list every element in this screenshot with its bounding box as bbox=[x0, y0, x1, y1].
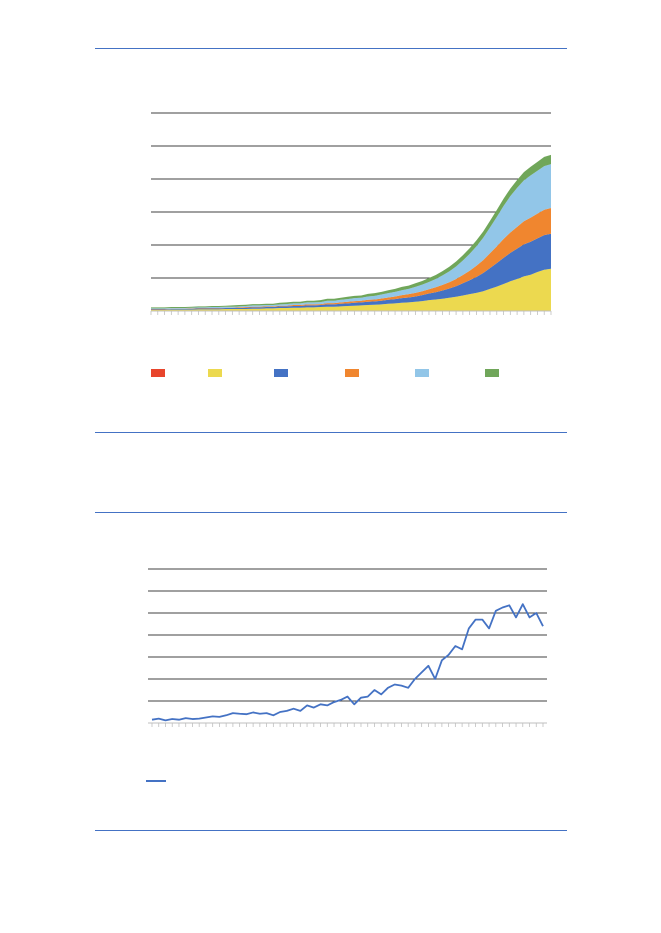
bottom-rule bbox=[95, 830, 567, 831]
legend-swatch-6 bbox=[485, 369, 499, 377]
area-series-2 bbox=[151, 268, 551, 311]
area-series-6 bbox=[151, 154, 551, 309]
legend-swatch-2 bbox=[208, 369, 222, 377]
top-rule bbox=[95, 48, 567, 49]
line-series-1 bbox=[151, 603, 544, 722]
legend-swatch-4 bbox=[345, 369, 359, 377]
area-series-3 bbox=[151, 233, 551, 311]
legend-swatch-1 bbox=[151, 369, 165, 377]
legend-swatch-3 bbox=[274, 369, 288, 377]
legend-swatch-5 bbox=[415, 369, 429, 377]
section-rule-1 bbox=[95, 432, 567, 433]
legend-line-swatch bbox=[146, 780, 166, 782]
section-rule-2 bbox=[95, 512, 567, 513]
area-series-5 bbox=[151, 164, 551, 310]
area-series-4 bbox=[151, 208, 551, 310]
